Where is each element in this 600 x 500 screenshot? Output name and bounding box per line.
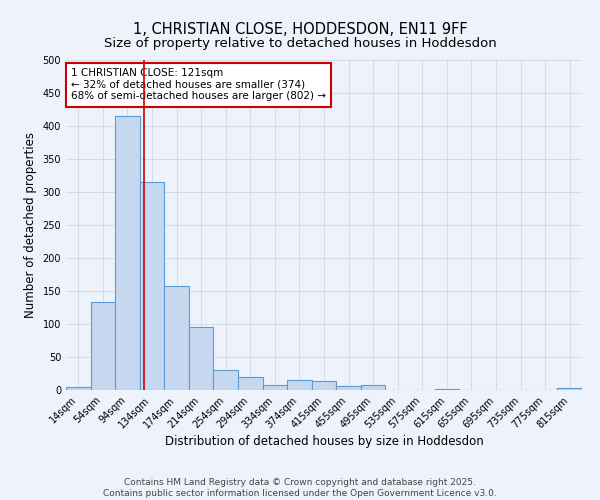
Bar <box>557 388 582 390</box>
Bar <box>140 182 164 390</box>
Text: 1 CHRISTIAN CLOSE: 121sqm
← 32% of detached houses are smaller (374)
68% of semi: 1 CHRISTIAN CLOSE: 121sqm ← 32% of detac… <box>71 68 326 102</box>
Bar <box>91 302 115 390</box>
Bar <box>287 380 312 390</box>
Text: 1, CHRISTIAN CLOSE, HODDESDON, EN11 9FF: 1, CHRISTIAN CLOSE, HODDESDON, EN11 9FF <box>133 22 467 38</box>
Bar <box>164 286 189 390</box>
Bar <box>115 116 140 390</box>
Bar <box>189 328 214 390</box>
Text: Contains HM Land Registry data © Crown copyright and database right 2025.
Contai: Contains HM Land Registry data © Crown c… <box>103 478 497 498</box>
Bar <box>238 378 263 390</box>
Bar <box>263 384 287 390</box>
Bar <box>312 381 336 390</box>
Bar <box>361 386 385 390</box>
Bar <box>214 370 238 390</box>
X-axis label: Distribution of detached houses by size in Hoddesdon: Distribution of detached houses by size … <box>164 436 484 448</box>
Text: Size of property relative to detached houses in Hoddesdon: Size of property relative to detached ho… <box>104 38 496 51</box>
Bar <box>336 386 361 390</box>
Bar <box>434 388 459 390</box>
Bar <box>66 386 91 390</box>
Y-axis label: Number of detached properties: Number of detached properties <box>24 132 37 318</box>
